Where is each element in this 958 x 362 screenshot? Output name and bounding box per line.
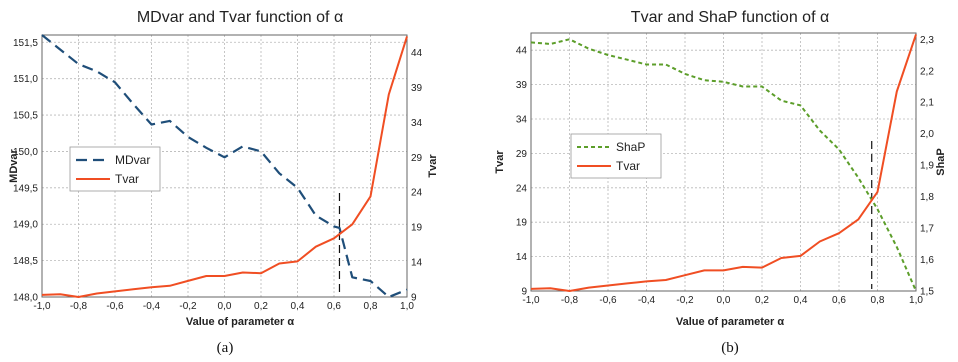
- x-tick-label: 1,0: [909, 295, 923, 306]
- x-tick-label: 0,4: [291, 301, 305, 312]
- y-left-tick-label: 29: [516, 149, 528, 160]
- series-line-tvar: [530, 34, 917, 292]
- subfigure-caption: (b): [721, 340, 739, 356]
- y-right-tick-label: 39: [411, 83, 423, 94]
- y-right-tick-label: 19: [411, 223, 423, 234]
- y-left-tick-label: 149,0: [13, 220, 38, 231]
- x-tick-label: 0,2: [755, 295, 769, 306]
- x-tick-label: -0,6: [106, 301, 124, 312]
- y-left-axis-label: Tvar: [494, 150, 506, 174]
- legend-label-tvar: Tvar: [616, 159, 640, 173]
- legend: ShaP Tvar: [570, 133, 662, 179]
- y-right-tick-label: 29: [411, 153, 423, 164]
- y-right-tick-label: 1,7: [920, 224, 934, 235]
- plot-frame: [41, 34, 408, 298]
- x-tick-label: -1,0: [33, 301, 51, 312]
- y-right-tick-label: 34: [411, 118, 423, 129]
- x-tick-label: 1,0: [400, 301, 414, 312]
- y-right-tick-label: 1,6: [920, 255, 934, 266]
- legend-label-shap: ShaP: [616, 140, 645, 154]
- y-right-tick-label: 9: [411, 293, 417, 304]
- series-line-mdvar: [41, 34, 408, 299]
- y-left-tick-label: 44: [516, 46, 528, 57]
- y-right-tick-label: 14: [411, 258, 423, 269]
- y-left-tick-label: 149,5: [13, 183, 38, 194]
- y-left-tick-label: 148,0: [13, 293, 38, 304]
- y-left-tick-label: 34: [516, 115, 528, 126]
- y-right-tick-label: 1,8: [920, 192, 934, 203]
- x-tick-label: 0,0: [218, 301, 232, 312]
- y-right-tick-label: 1,9: [920, 161, 934, 172]
- legend-box: [570, 133, 662, 179]
- y-left-tick-label: 9: [521, 287, 527, 298]
- x-axis-label: Value of parameter α: [186, 316, 294, 328]
- subfigure-caption: (a): [217, 340, 234, 356]
- legend-box: [69, 146, 161, 192]
- y-left-tick-label: 150,5: [13, 111, 38, 122]
- y-right-axis-label: ShaP: [935, 148, 947, 176]
- x-tick-label: 0,8: [364, 301, 378, 312]
- y-right-tick-label: 2,3: [920, 35, 934, 46]
- series-line-shap: [530, 38, 917, 292]
- x-tick-label: 0,0: [717, 295, 731, 306]
- y-left-tick-label: 19: [516, 218, 528, 229]
- y-left-axis-label: MDvar: [8, 148, 20, 182]
- x-tick-label: -0,6: [599, 295, 617, 306]
- x-tick-label: 0,2: [254, 301, 268, 312]
- x-tick-label: 0,4: [794, 295, 808, 306]
- y-left-tick-label: 14: [516, 252, 528, 263]
- x-tick-label: 0,8: [871, 295, 885, 306]
- x-axis-label: Value of parameter α: [676, 316, 784, 328]
- x-tick-label: -1,0: [522, 295, 540, 306]
- chart-title: Tvar and ShaP function of α: [631, 9, 829, 26]
- x-tick-label: -0,2: [179, 301, 197, 312]
- y-right-tick-label: 2,2: [920, 66, 934, 77]
- y-right-tick-label: 2,0: [920, 129, 934, 140]
- y-right-tick-label: 1,5: [920, 287, 934, 298]
- y-right-tick-label: 44: [411, 48, 423, 59]
- x-tick-label: 0,6: [832, 295, 846, 306]
- y-left-tick-label: 151,5: [13, 38, 38, 49]
- x-tick-label: -0,8: [561, 295, 579, 306]
- legend-label-mdvar: MDvar: [115, 153, 150, 167]
- x-tick-label: -0,8: [70, 301, 88, 312]
- y-right-tick-label: 2,1: [920, 98, 934, 109]
- y-left-tick-label: 39: [516, 80, 528, 91]
- x-tick-label: -0,4: [143, 301, 161, 312]
- y-left-tick-label: 148,5: [13, 256, 38, 267]
- chart-a: -1,0 -0,8 -0,6 -0,4 -0,2 0,0 0,2 0,4 0,6 0,8 1,0 14…: [8, 9, 439, 356]
- chart-title: MDvar and Tvar function of α: [137, 9, 343, 26]
- x-tick-label: -0,4: [638, 295, 656, 306]
- legend: MDvar Tvar: [69, 146, 161, 192]
- y-right-tick-label: 24: [411, 188, 423, 199]
- y-left-tick-label: 151,0: [13, 74, 38, 85]
- series-line-tvar: [41, 36, 408, 298]
- x-tick-label: -0,2: [676, 295, 694, 306]
- y-left-tick-label: 150,0: [13, 147, 38, 158]
- x-tick-label: 0,6: [327, 301, 341, 312]
- legend-label-tvar: Tvar: [115, 172, 139, 186]
- plot-frame: [530, 32, 917, 292]
- chart-b: -1,0 -0,8 -0,6 -0,4 -0,2 0,0 0,2 0,4 0,6 0,8 1,0 9 1…: [494, 9, 947, 356]
- y-right-axis-label: Tvar: [427, 154, 439, 178]
- y-left-tick-label: 24: [516, 183, 528, 194]
